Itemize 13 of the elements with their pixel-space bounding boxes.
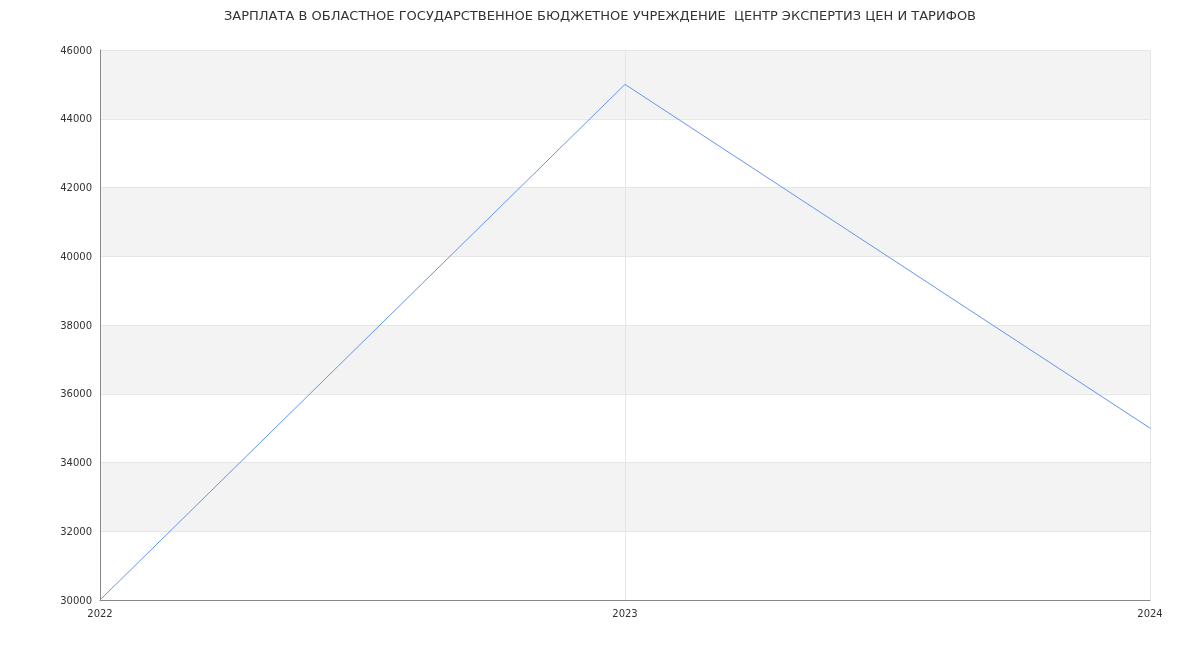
y-tick-label: 34000 (60, 457, 92, 468)
x-tick-label: 2022 (87, 607, 113, 619)
chart-title: ЗАРПЛАТА В ОБЛАСТНОЕ ГОСУДАРСТВЕННОЕ БЮДЖЕТНОЕ УЧРЕЖДЕНИЕ ЦЕНТР ЭКСПЕРТИЗ ЦЕН И ТАРИФОВ (223, 8, 977, 23)
y-tick-label: 40000 (60, 250, 92, 262)
x-tick-label: 2024 (1137, 607, 1163, 619)
y-tick-label: 30000 (60, 594, 92, 606)
y-tick-label: 42000 (60, 182, 92, 193)
y-tick-label: 44000 (60, 113, 92, 125)
y-tick-label: 46000 (60, 44, 92, 56)
x-tick-label: 2023 (612, 607, 638, 619)
y-tick-label: 32000 (60, 525, 92, 537)
y-tick-label: 36000 (60, 388, 92, 400)
y-tick-label: 38000 (60, 319, 92, 331)
